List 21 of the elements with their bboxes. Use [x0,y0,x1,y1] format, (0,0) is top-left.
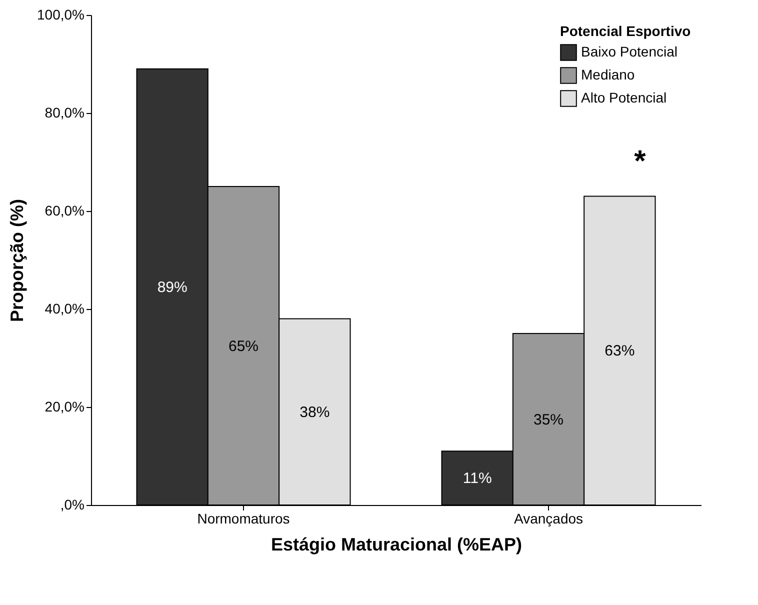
y-tick-label: 40,0% [44,300,84,316]
x-axis-title: Estágio Maturacional (%EAP) [270,534,522,554]
x-tick-label: Normomaturos [197,510,290,526]
y-tick-label: 100,0% [37,6,84,22]
data-label: 63% [604,342,635,360]
data-label: 35% [533,411,564,428]
y-axis-title: Proporção (%) [7,198,28,322]
data-label: 38% [300,404,330,421]
data-label: 89% [157,278,188,296]
legend-label: Alto Potencial [581,90,667,106]
legend-title: Potencial Esportivo [560,23,691,39]
y-tick-label: 20,0% [44,398,84,414]
data-label: 65% [228,338,259,355]
y-tick-label: ,0% [60,496,84,512]
y-tick-label: 80,0% [44,104,84,120]
y-tick-label: 60,0% [44,202,84,218]
x-tick-label: Avançados [514,510,584,526]
legend-label: Baixo Potencial [581,44,678,60]
data-label: 11% [462,470,492,488]
legend-label: Mediano [581,66,635,82]
annotation: * [634,145,646,178]
